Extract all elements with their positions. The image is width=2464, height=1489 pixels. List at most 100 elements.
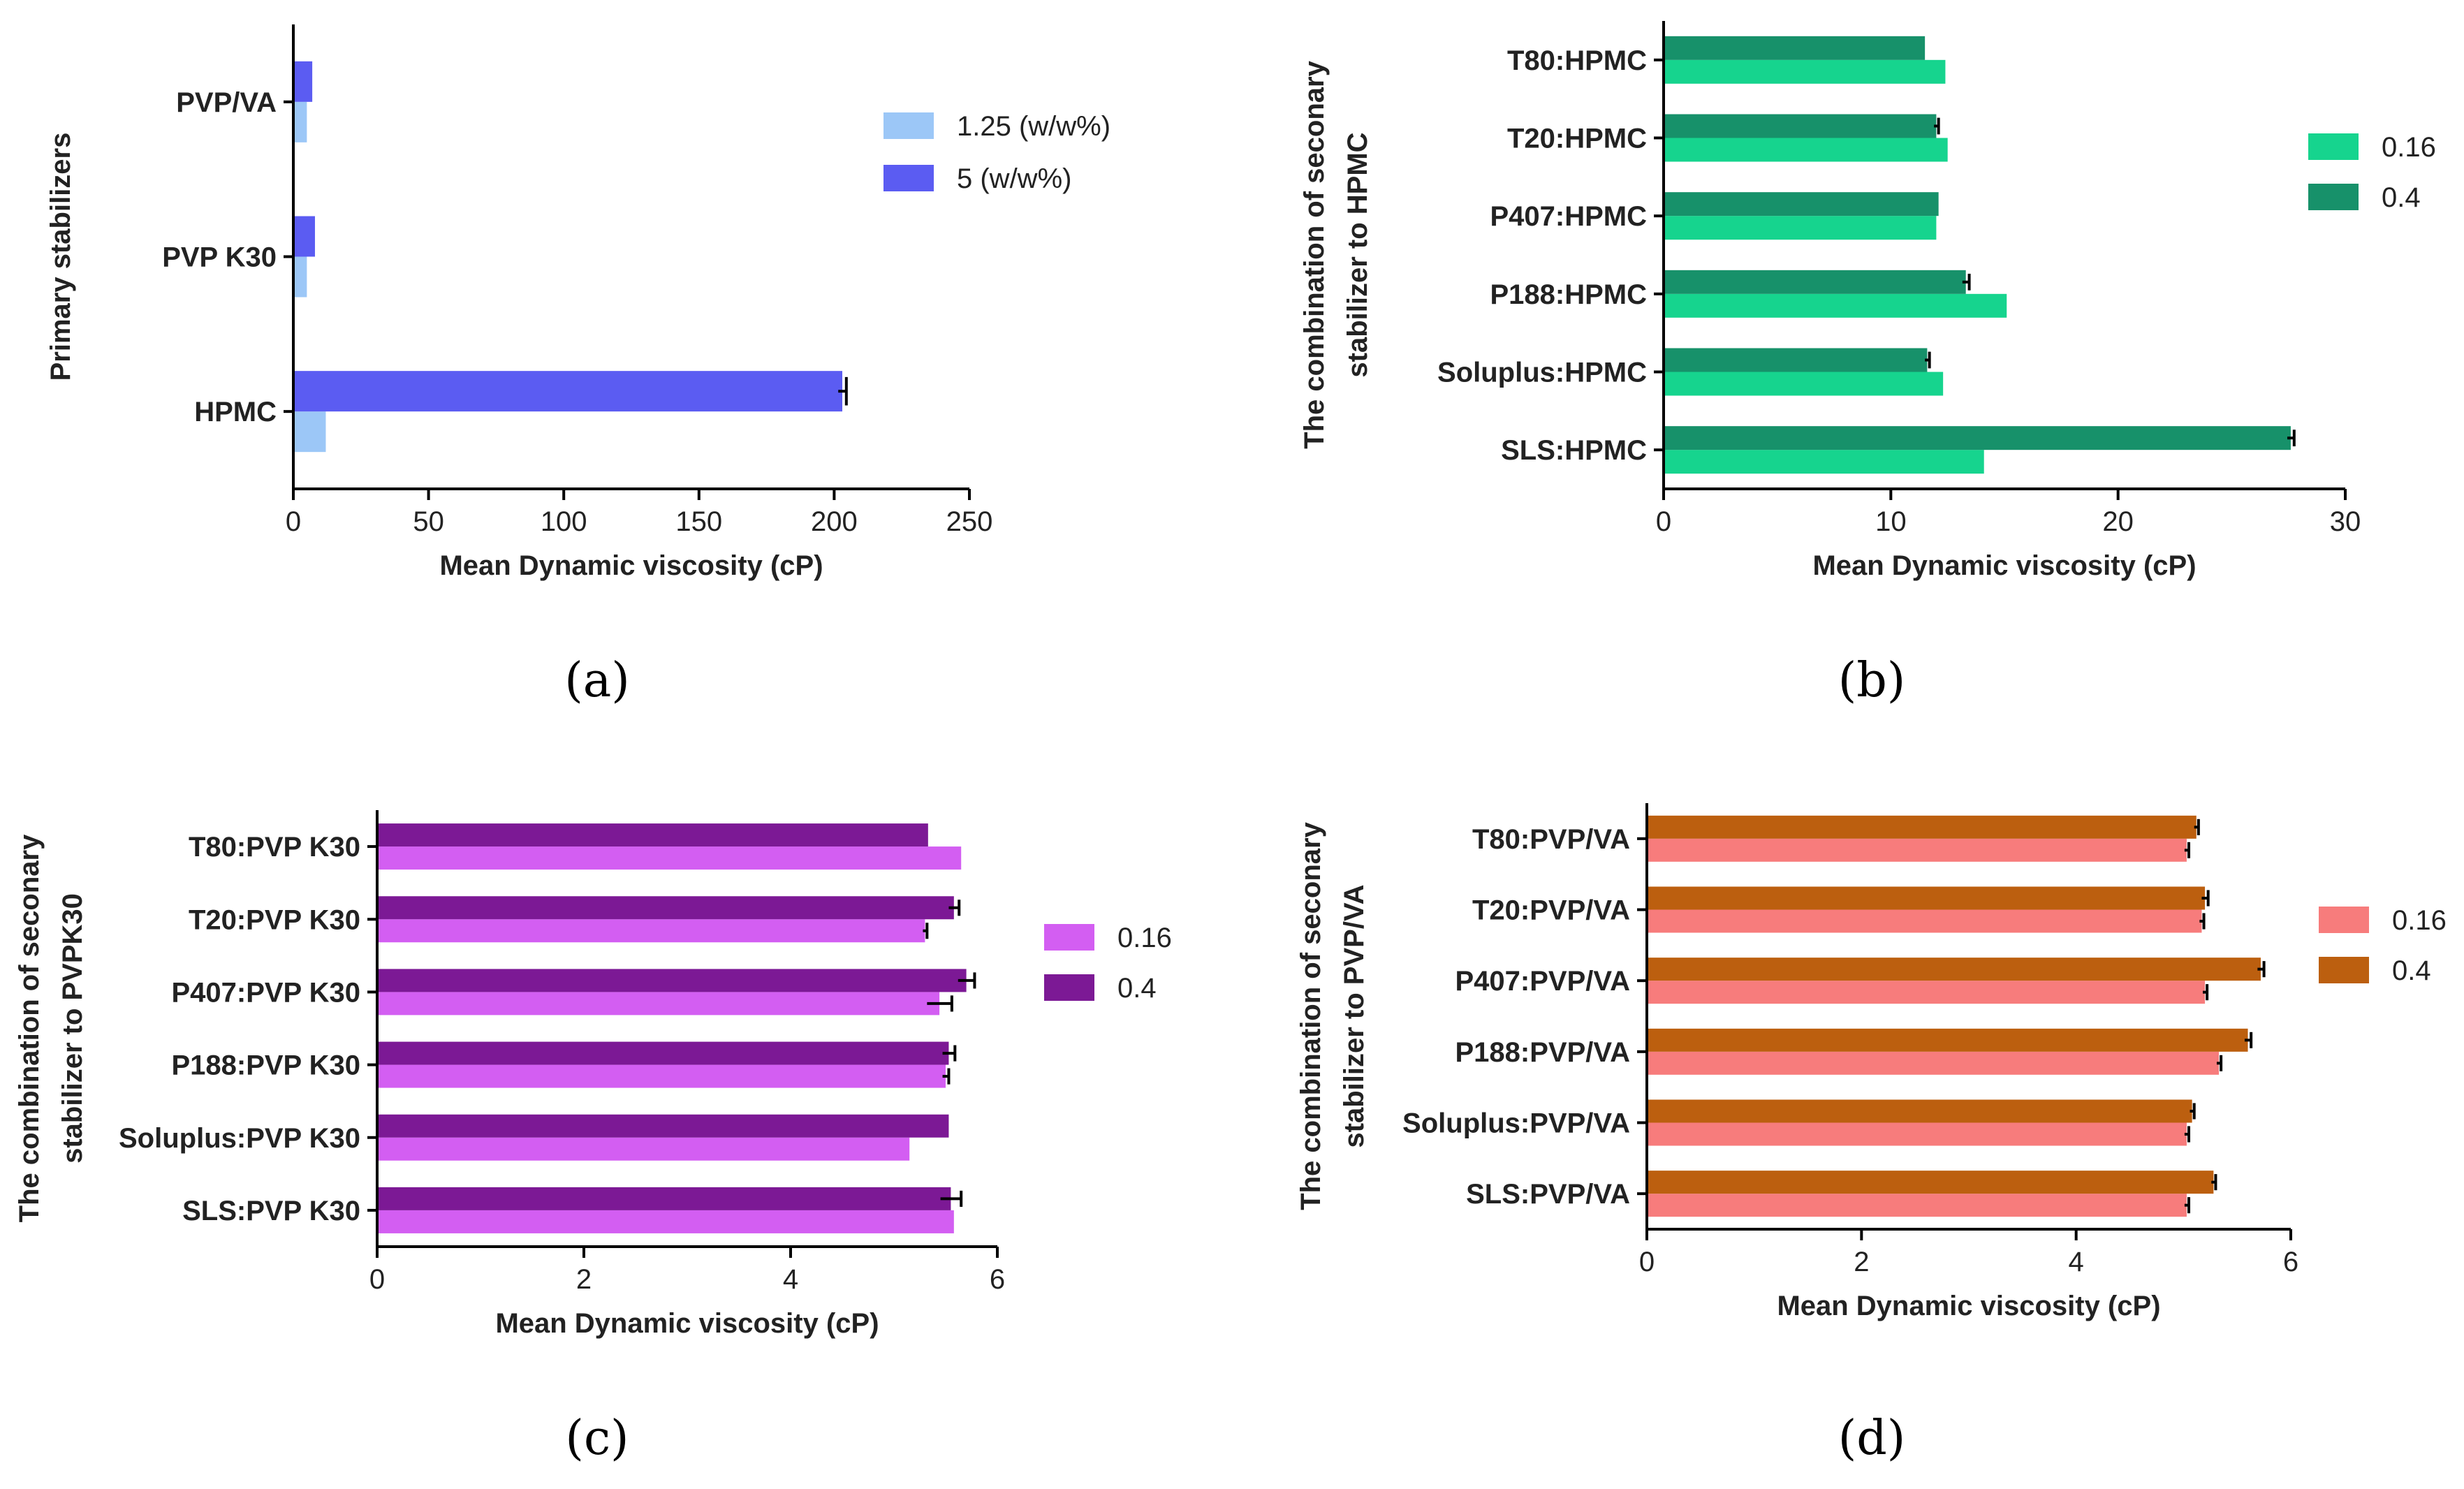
y-axis-title: The combination of seconary [14, 834, 45, 1222]
chart-panel-1: HPMC PVP K30 PVP/VA 0 50 100 150 200 250 Mean Dyn… [45, 24, 1110, 581]
x-tick-label: 0 [1656, 506, 1671, 537]
bar [377, 896, 954, 920]
x-axis-title: Mean Dynamic viscosity (cP) [495, 1308, 879, 1339]
y-axis-title: The combination of seconary [1296, 821, 1326, 1210]
legend-label: 0.16 [2382, 132, 2436, 163]
category-label: HPMC [194, 397, 277, 427]
bar [1647, 815, 2197, 839]
bar [1664, 138, 1948, 162]
x-tick-label: 10 [1875, 506, 1907, 537]
bar [377, 823, 928, 847]
bar [1647, 958, 2261, 981]
legend-swatch [2308, 184, 2359, 210]
bar [377, 846, 962, 870]
bar [293, 216, 315, 257]
bar [1647, 1122, 2187, 1146]
legend-swatch [883, 112, 934, 139]
bar [1664, 426, 2291, 450]
bar [1647, 886, 2206, 910]
category-label: Soluplus:HPMC [1437, 358, 1647, 388]
bar [1647, 1051, 2220, 1075]
bar [1647, 1099, 2192, 1123]
x-tick-label: 250 [946, 506, 993, 537]
bar [293, 61, 313, 102]
y-axis-title: Primary stabilizers [45, 133, 76, 381]
legend-swatch [1044, 974, 1094, 1001]
bar [293, 411, 326, 453]
x-axis-title: Mean Dynamic viscosity (cP) [1777, 1291, 2160, 1321]
y-axis-title: stabilizer to PVP/VA [1339, 884, 1370, 1147]
bar [377, 1137, 910, 1161]
legend-label: 0.16 [1117, 923, 1172, 953]
bar [377, 1041, 949, 1065]
bar [1664, 348, 1928, 372]
category-label: SLS:PVP K30 [182, 1196, 360, 1226]
bar [1664, 36, 1926, 60]
category-label: P407:PVP K30 [171, 977, 360, 1008]
legend-label: 0.4 [2382, 182, 2421, 213]
legend-label: 0.4 [1117, 973, 1157, 1004]
category-label: P188:HPMC [1490, 279, 1647, 310]
category-label: SLS:PVP/VA [1466, 1179, 1630, 1210]
bar [377, 1114, 949, 1138]
bar [1664, 270, 1966, 294]
x-tick-label: 0 [369, 1264, 385, 1295]
chart-panel-2: SLS:HPMC Soluplus:HPMC P188:HPMC P407:HPMC T… [1299, 21, 2436, 581]
bar [293, 371, 843, 412]
chart-panel-3: SLS:PVP K30 Soluplus:PVP K30 P188:PVP K30 P… [14, 810, 1172, 1339]
legend-swatch [2319, 907, 2369, 933]
bar [377, 1210, 954, 1233]
x-tick-label: 100 [541, 506, 587, 537]
panel-label-b: (b) [1838, 653, 1906, 708]
bar [377, 992, 940, 1015]
y-axis-title: stabilizer to PVPK30 [57, 893, 88, 1164]
legend-swatch [2319, 957, 2369, 983]
panel-label-a: (a) [564, 653, 630, 708]
bar [1664, 216, 1937, 240]
category-label: P188:PVP/VA [1455, 1037, 1631, 1068]
bar [377, 1064, 946, 1088]
x-tick-label: 2 [576, 1264, 592, 1295]
x-tick-label: 50 [413, 506, 444, 537]
legend-label: 0.4 [2392, 955, 2431, 986]
category-label: P407:PVP/VA [1455, 966, 1631, 997]
panel-label-c: (c) [565, 1411, 629, 1466]
x-tick-label: 0 [286, 506, 301, 537]
bar [1647, 1194, 2187, 1217]
x-tick-label: 2 [1854, 1247, 1869, 1277]
bar [1664, 59, 1946, 84]
bar [1647, 838, 2187, 862]
bar [1664, 114, 1937, 138]
x-axis-title: Mean Dynamic viscosity (cP) [439, 550, 823, 581]
chart-panel-4: SLS:PVP/VA Soluplus:PVP/VA P188:PVP/VA P407… [1296, 803, 2447, 1321]
category-label: T80:PVP/VA [1472, 824, 1630, 855]
bar [1664, 192, 1939, 217]
bar [377, 1187, 951, 1210]
category-label: T20:HPMC [1507, 124, 1647, 154]
x-tick-label: 20 [2102, 506, 2134, 537]
x-tick-label: 0 [1639, 1247, 1655, 1277]
category-label: PVP/VA [176, 87, 277, 118]
category-label: Soluplus:PVP K30 [119, 1123, 360, 1154]
legend-swatch [883, 165, 934, 191]
y-axis-title: stabilizer to HPMC [1342, 132, 1373, 377]
bar [1647, 981, 2206, 1004]
category-label: PVP K30 [162, 242, 277, 273]
x-tick-label: 4 [2069, 1247, 2084, 1277]
x-tick-label: 150 [675, 506, 722, 537]
panel-label-d: (d) [1838, 1411, 1906, 1466]
x-tick-label: 4 [783, 1264, 798, 1295]
x-tick-label: 200 [811, 506, 858, 537]
bar [1647, 1028, 2248, 1052]
legend-label: 0.16 [2392, 905, 2447, 936]
x-tick-label: 6 [990, 1264, 1005, 1295]
category-label: T20:PVP/VA [1472, 895, 1630, 926]
bar [377, 919, 925, 943]
category-label: T20:PVP K30 [189, 904, 360, 935]
category-label: T80:PVP K30 [189, 832, 360, 863]
bar [293, 256, 307, 298]
bar [377, 969, 967, 992]
bar [1647, 909, 2202, 933]
